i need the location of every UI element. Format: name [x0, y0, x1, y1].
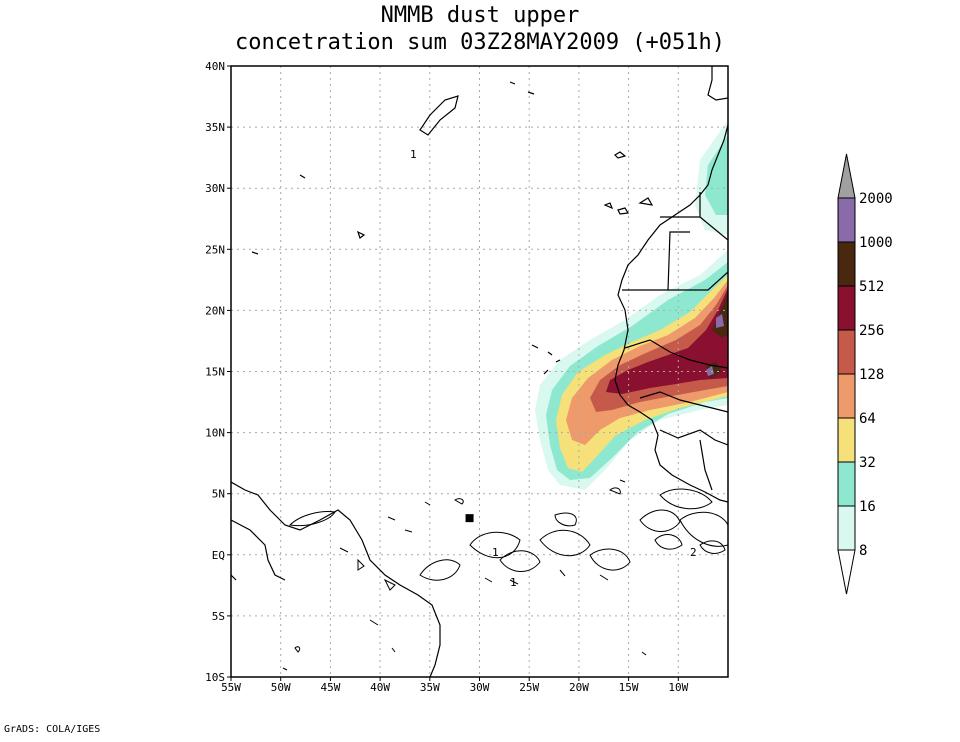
lon-tick-label: 40W: [370, 681, 390, 694]
lon-tick-label: 20W: [569, 681, 589, 694]
colorbar-box: [838, 286, 855, 330]
colorbar-box: [838, 374, 855, 418]
grads-credit: GrADS: COLA/IGES: [4, 724, 100, 735]
lat-tick-label: 40N: [205, 60, 225, 73]
colorbar-box: [838, 330, 855, 374]
colorbar-label: 512: [859, 279, 884, 295]
lat-tick-label: EQ: [212, 549, 225, 562]
contour-label: 1: [410, 148, 417, 161]
contour-label: 1: [492, 546, 499, 559]
colorbar-label: 16: [859, 499, 876, 515]
lat-tick-label: 15N: [205, 366, 225, 379]
colorbar-top-arrow: [838, 154, 855, 198]
contour-lines: [283, 480, 728, 670]
lat-tick-label: 30N: [205, 182, 225, 195]
colorbar: 2000 1000 512 256 128 64 32 16 8: [838, 154, 893, 594]
colorbar-label: 256: [859, 323, 884, 339]
lon-tick-label: 15W: [619, 681, 639, 694]
lat-tick-label: 25N: [205, 243, 225, 256]
lat-tick-label: 5N: [212, 488, 225, 501]
dust-concentration-field: [535, 120, 728, 490]
lat-tick-label: 35N: [205, 121, 225, 134]
colorbar-box: [838, 242, 855, 286]
colorbar-label: 32: [859, 455, 876, 471]
colorbar-bottom-arrow: [838, 550, 855, 594]
lon-tick-label: 10W: [668, 681, 688, 694]
colorbar-label: 128: [859, 367, 884, 383]
colorbar-box: [838, 506, 855, 550]
lon-tick-label: 25W: [519, 681, 539, 694]
colorbar-box: [838, 418, 855, 462]
contour-label: 1: [510, 576, 517, 589]
station-marker: [466, 514, 474, 522]
lon-tick-label: 35W: [420, 681, 440, 694]
lat-tick-label: 5S: [212, 610, 225, 623]
lon-tick-label: 30W: [470, 681, 490, 694]
colorbar-label: 2000: [859, 191, 893, 207]
colorbar-label: 8: [859, 543, 867, 559]
lat-tick-label: 20N: [205, 304, 225, 317]
colorbar-label: 1000: [859, 235, 893, 251]
colorbar-box: [838, 198, 855, 242]
colorbar-label: 64: [859, 411, 876, 427]
lon-tick-label: 50W: [271, 681, 291, 694]
colorbar-box: [838, 462, 855, 506]
lat-tick-label: 10S: [205, 671, 225, 684]
contour-label: 2: [690, 546, 697, 559]
lat-tick-label: 10N: [205, 427, 225, 440]
lon-tick-label: 45W: [320, 681, 340, 694]
